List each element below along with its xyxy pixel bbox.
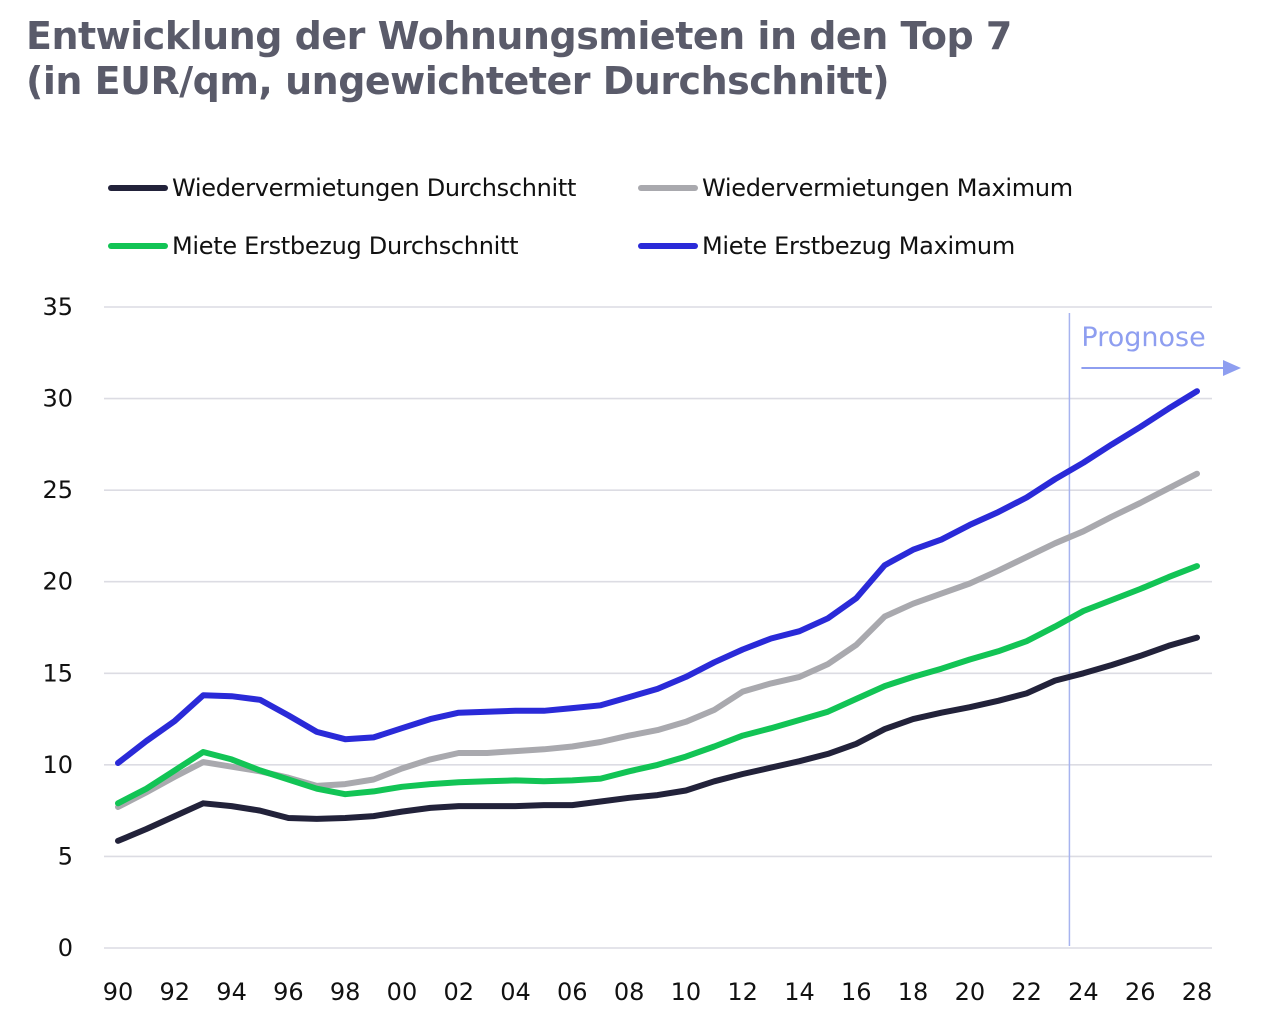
x-tick-label: 18 <box>898 978 929 1006</box>
x-tick-label: 98 <box>330 978 361 1006</box>
gridlines <box>104 306 1212 949</box>
legend-swatch <box>108 185 168 191</box>
x-tick-label: 04 <box>500 978 531 1006</box>
x-tick-label: 00 <box>387 978 418 1006</box>
y-tick-label: 35 <box>42 293 73 321</box>
legend-label: Miete Erstbezug Durchschnitt <box>172 232 519 260</box>
x-tick-label: 06 <box>557 978 588 1006</box>
x-tick-label: 24 <box>1068 978 1099 1006</box>
x-tick-label: 96 <box>273 978 304 1006</box>
x-tick-label: 14 <box>784 978 815 1006</box>
legend-label: Miete Erstbezug Maximum <box>702 232 1015 260</box>
series-line-miete-erstbezug-maximum <box>115 388 1200 766</box>
forecast-label: Prognose <box>1081 322 1205 353</box>
legend-item-wiedervermietungen-durchschnitt[interactable]: Wiedervermietungen Durchschnitt <box>108 170 576 206</box>
chart-title-line1: Entwicklung der Wohnungsmieten in den To… <box>26 14 1012 58</box>
x-tick-label: 10 <box>671 978 702 1006</box>
chart-subtitle: (in EUR/qm, ungewichteter Durchschnitt) <box>26 59 890 103</box>
legend-item-miete-erstbezug-maximum[interactable]: Miete Erstbezug Maximum <box>638 228 1015 264</box>
y-tick-label: 30 <box>42 385 73 413</box>
x-tick-label: 26 <box>1125 978 1156 1006</box>
legend-swatch <box>638 243 698 249</box>
series-line-miete-erstbezug-durchschnitt <box>115 563 1200 807</box>
y-tick-label: 10 <box>42 751 73 779</box>
y-tick-label: 5 <box>58 842 73 870</box>
legend-label: Wiedervermietungen Maximum <box>702 174 1073 202</box>
x-tick-label: 94 <box>216 978 247 1006</box>
y-tick-label: 25 <box>42 476 73 504</box>
x-tick-label: 20 <box>955 978 986 1006</box>
y-axis: 0 5 10 15 20 25 30 35 <box>42 293 73 962</box>
forecast-annotation: Prognose <box>1068 313 1241 946</box>
x-tick-label: 02 <box>443 978 474 1006</box>
forecast-arrow-head-icon <box>1223 360 1241 376</box>
x-tick-label: 22 <box>1011 978 1042 1006</box>
series-line-wiedervermietungen-maximum <box>115 470 1200 810</box>
y-tick-label: 0 <box>58 934 73 962</box>
legend-label: Wiedervermietungen Durchschnitt <box>172 174 577 202</box>
chart-title: Entwicklung der Wohnungsmieten in den To… <box>26 14 1012 104</box>
y-tick-label: 15 <box>42 659 73 687</box>
legend-swatch <box>108 243 168 249</box>
x-tick-label: 16 <box>841 978 872 1006</box>
x-axis: 90 92 94 96 98 00 02 04 06 08 10 12 14 16 18 20 22 24 26 28 <box>103 978 1213 1006</box>
x-tick-label: 12 <box>727 978 758 1006</box>
legend-swatch <box>638 185 698 191</box>
series-lines <box>115 388 1200 844</box>
series-line-wiedervermietungen-durchschnitt <box>115 634 1200 844</box>
chart-legend: Wiedervermietungen Durchschnitt Wiederve… <box>108 170 1208 270</box>
x-tick-label: 90 <box>103 978 134 1006</box>
x-tick-label: 92 <box>160 978 191 1006</box>
legend-item-miete-erstbezug-durchschnitt[interactable]: Miete Erstbezug Durchschnitt <box>108 228 519 264</box>
x-tick-label: 08 <box>614 978 645 1006</box>
legend-item-wiedervermietungen-maximum[interactable]: Wiedervermietungen Maximum <box>638 170 1073 206</box>
y-tick-label: 20 <box>42 568 73 596</box>
x-tick-label: 28 <box>1182 978 1213 1006</box>
